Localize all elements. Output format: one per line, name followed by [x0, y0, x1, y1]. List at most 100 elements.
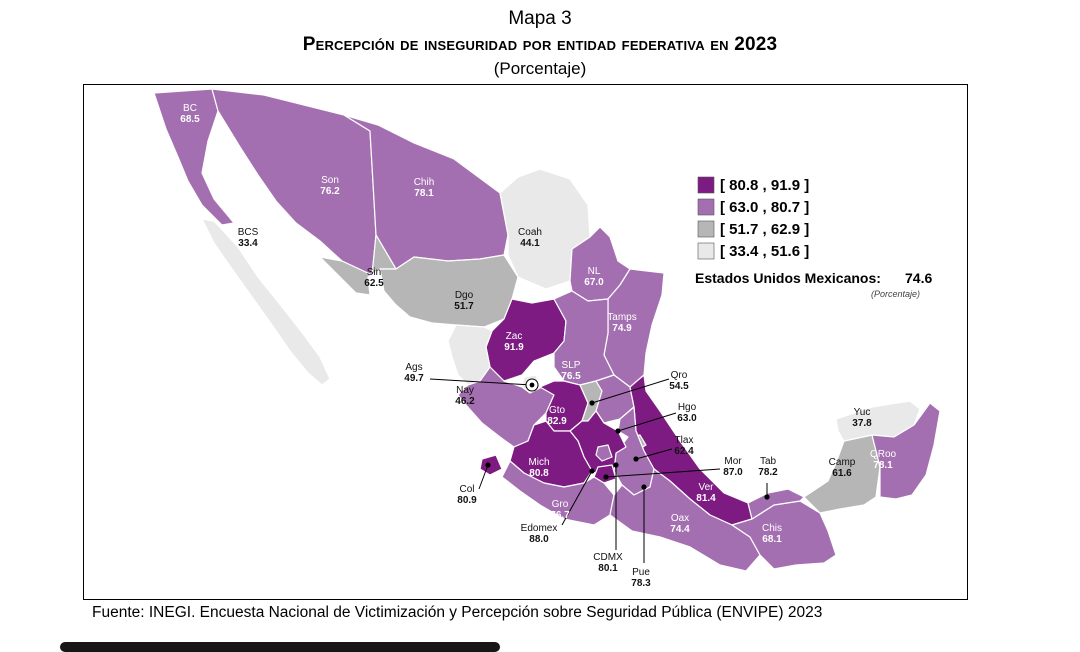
state-value-Oax: 74.4: [670, 524, 690, 535]
map-title: Percepción de inseguridad por entidad fe…: [302, 34, 778, 55]
state-name-QRoo: QRoo: [870, 449, 897, 460]
map-number: Mapa 3: [508, 8, 572, 29]
state-value-SLP: 76.5: [561, 371, 581, 382]
map-legend: [ 80.8 , 91.9 ] [ 63.0 , 80.7 ] [ 51.7 , 6…: [695, 176, 932, 299]
leader-dot-Col: [485, 462, 491, 468]
state-name-Hgo: Hgo: [678, 402, 697, 413]
state-name-Zac: Zac: [506, 331, 523, 342]
leader-dot-Mor: [603, 474, 609, 480]
state-value-Chih: 78.1: [414, 188, 434, 199]
state-name-BC: BC: [183, 103, 197, 114]
legend-swatch-0: [697, 176, 715, 194]
national-value: 74.6: [905, 270, 932, 286]
state-name-Chih: Chih: [414, 177, 435, 188]
state-value-Zac: 91.9: [504, 342, 524, 353]
state-name-Dgo: Dgo: [455, 290, 474, 301]
state-value-Col: 80.9: [457, 495, 477, 506]
state-value-Gto: 82.9: [547, 416, 567, 427]
legend-label-2: [ 51.7 , 62.9 ]: [720, 221, 809, 238]
state-value-Pue: 78.3: [631, 578, 651, 589]
map-units: (Porcentaje): [493, 59, 587, 78]
state-name-Jal: Jal: [454, 423, 467, 434]
leader-line-Tlax: [635, 448, 673, 460]
region-Dgo: [379, 254, 519, 328]
state-name-Yuc: Yuc: [854, 407, 871, 418]
state-name-CDMX: CDMX: [593, 552, 623, 563]
legend-label-1: [ 63.0 , 80.7 ]: [720, 199, 809, 216]
state-value-Nay: 46.2: [455, 396, 475, 407]
state-value-Mich: 80.8: [529, 468, 549, 479]
region-QRoo: [871, 402, 941, 500]
mexico-map: BC68.5BCS33.4Son76.2Chih78.1Coah44.1NL67…: [153, 88, 941, 589]
source-note: Fuente: INEGI. Encuesta Nacional de Vict…: [92, 604, 823, 621]
state-name-Qro: Qro: [671, 370, 688, 381]
national-label: Estados Unidos Mexicanos:: [695, 270, 881, 286]
state-name-Tamps: Tamps: [607, 312, 636, 323]
legend-swatch-2: [697, 220, 715, 238]
region-Tab: [747, 488, 805, 520]
national-units: (Porcentaje): [871, 289, 920, 299]
region-Mor: [593, 464, 617, 484]
state-name-Nay: Nay: [456, 385, 474, 396]
leader-line-Edomex: [561, 470, 593, 526]
legend-label-0: [ 80.8 , 91.9 ]: [720, 177, 809, 194]
leader-line-Col: [478, 464, 489, 490]
state-value-Mor: 87.0: [723, 467, 743, 478]
leader-dot-Edomex: [589, 468, 595, 474]
state-value-Tlax: 62.4: [674, 446, 694, 457]
state-name-Tab: Tab: [760, 456, 777, 467]
state-name-Mor: Mor: [724, 456, 742, 467]
ags-marker-dot: [529, 382, 535, 388]
map-frame: BC 68.5 BCS 33.4 Son 76.2 Chih 78.1 Coah 44.1 NL 67…: [83, 84, 968, 600]
leader-line-Qro: [591, 378, 670, 404]
legend-swatch-3: [697, 242, 715, 260]
state-name-Coah: Coah: [518, 227, 542, 238]
state-value-Hgo: 63.0: [677, 413, 697, 424]
state-name-Pue: Pue: [632, 567, 650, 578]
state-name-Tlax: Tlax: [675, 435, 694, 446]
state-name-Chis: Chis: [762, 523, 782, 534]
region-Col: [479, 454, 503, 476]
legend-label-3: [ 33.4 , 51.6 ]: [720, 243, 809, 260]
state-value-NL: 67.0: [584, 277, 604, 288]
state-value-BC: 68.5: [180, 114, 200, 125]
region-BCS: [201, 218, 331, 386]
state-value-Son: 76.2: [320, 186, 340, 197]
state-name-BCS: BCS: [238, 227, 259, 238]
region-CDMX: [595, 444, 613, 462]
state-value-Qro: 54.5: [669, 381, 689, 392]
state-value-Ags: 49.7: [404, 373, 424, 384]
state-value-Edomex: 88.0: [529, 534, 549, 545]
state-value-Camp: 61.6: [832, 468, 852, 479]
state-value-Jal: 78.7: [450, 434, 470, 445]
state-value-Ver: 81.4: [696, 493, 716, 504]
state-value-Gro: 76.7: [550, 510, 570, 521]
state-value-Yuc: 37.8: [852, 418, 872, 429]
state-value-QRoo: 78.1: [873, 460, 893, 471]
state-value-Tamps: 74.9: [612, 323, 632, 334]
state-name-SLP: SLP: [562, 360, 581, 371]
leader-dot-CDMX: [613, 462, 619, 468]
state-value-Chis: 68.1: [762, 534, 782, 545]
state-name-Son: Son: [321, 175, 339, 186]
state-name-Camp: Camp: [829, 457, 856, 468]
state-value-Dgo: 51.7: [454, 301, 474, 312]
state-name-Col: Col: [459, 484, 474, 495]
next-heading-cutoff: [60, 640, 500, 652]
state-value-CDMX: 80.1: [598, 563, 618, 574]
leader-line-Ags: [429, 378, 533, 386]
state-name-Ags: Ags: [405, 362, 422, 373]
state-name-Edomex: Edomex: [521, 523, 558, 534]
state-value-Sin: 62.5: [364, 278, 384, 289]
state-value-Tab: 78.2: [758, 467, 778, 478]
leader-dot-Pue: [641, 484, 647, 490]
leader-dot-Tlax: [633, 456, 639, 462]
state-name-Sin: Sin: [367, 267, 381, 278]
state-value-BCS: 33.4: [238, 238, 258, 249]
state-name-Gto: Gto: [549, 405, 566, 416]
legend-swatch-1: [697, 198, 715, 216]
state-name-Ver: Ver: [698, 482, 714, 493]
leader-line-Mor: [605, 468, 721, 478]
state-name-NL: NL: [588, 266, 601, 277]
leader-dot-Hgo: [615, 428, 621, 434]
